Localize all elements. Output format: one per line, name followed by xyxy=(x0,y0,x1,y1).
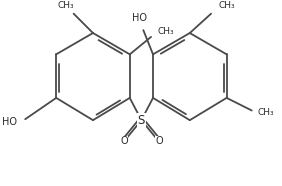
Text: CH₃: CH₃ xyxy=(58,1,74,10)
Text: O: O xyxy=(155,137,163,146)
Text: HO: HO xyxy=(3,117,17,127)
Text: S: S xyxy=(138,114,145,127)
Text: HO: HO xyxy=(132,13,147,23)
Text: CH₃: CH₃ xyxy=(158,27,175,36)
Text: CH₃: CH₃ xyxy=(219,1,235,10)
Text: O: O xyxy=(120,137,128,146)
Text: CH₃: CH₃ xyxy=(257,108,274,117)
